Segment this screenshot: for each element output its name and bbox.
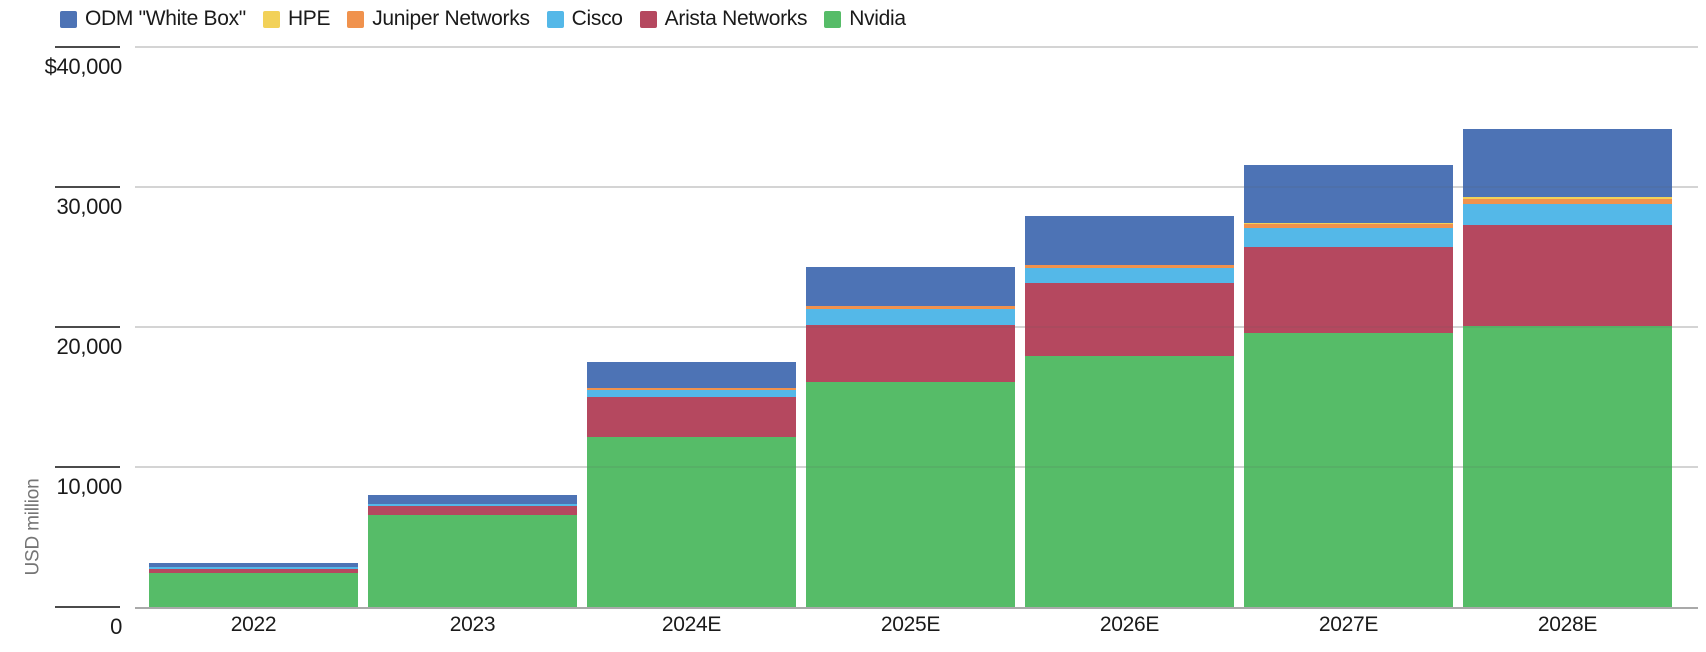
legend-swatch-icon (60, 10, 77, 28)
legend-label: Cisco (571, 7, 623, 30)
gridline-overlay (135, 46, 1698, 48)
bar-segment-nvidia (1463, 326, 1672, 607)
bar-segment-arista-networks (587, 397, 796, 438)
legend-label: Juniper Networks (372, 7, 530, 30)
bar-segment-odm-white-box (1463, 129, 1672, 198)
y-tick-label: $40,000 (44, 54, 123, 79)
bar-2027e (1244, 165, 1453, 607)
bar-segment-arista-networks (1463, 225, 1672, 327)
bar-segment-cisco (806, 309, 1015, 326)
legend-swatch-icon (347, 10, 365, 28)
bar-2028e (1463, 129, 1672, 607)
gridline (135, 186, 1698, 188)
bar-segment-cisco (1463, 204, 1672, 226)
y-tick-label: 0 (110, 614, 122, 639)
bar-segment-odm-white-box (1025, 215, 1234, 265)
y-tick (55, 465, 120, 468)
y-axis-title: USD million (22, 478, 44, 576)
bar-segment-odm-white-box (149, 563, 358, 567)
bar-segment-cisco (368, 504, 577, 507)
bar-segment-nvidia (1025, 355, 1234, 607)
bar-segment-arista-networks (806, 325, 1015, 383)
legend-swatch-icon (546, 10, 564, 28)
legend-item-cisco: Cisco (546, 7, 623, 31)
y-tick-label: 30,000 (56, 194, 123, 219)
legend-label: Nvidia (849, 7, 906, 30)
gridline-overlay (135, 466, 1698, 468)
bar-segment-arista-networks (1244, 247, 1453, 334)
bar-segment-nvidia (149, 573, 358, 607)
x-tick-label: 2024E (661, 613, 722, 636)
bar-segment-cisco (1025, 268, 1234, 284)
bar-segment-nvidia (1244, 333, 1453, 607)
bar-2025e (806, 266, 1015, 607)
bar-segment-nvidia (587, 437, 796, 607)
gridline (135, 46, 1698, 48)
bar-2023 (368, 494, 577, 607)
legend-item-juniper-networks: Juniper Networks (347, 7, 530, 31)
bar-segment-odm-white-box (368, 494, 577, 504)
bar-2022 (149, 563, 358, 607)
legend-label: ODM "White Box" (85, 7, 246, 30)
bar-segment-cisco (1244, 228, 1453, 248)
bar-segment-cisco (149, 567, 358, 569)
bar-segment-odm-white-box (1244, 165, 1453, 224)
legend-item-hpe: HPE (262, 7, 331, 31)
y-tick (55, 185, 120, 188)
x-tick-label: 2023 (449, 613, 496, 636)
bar-segment-hpe (1463, 197, 1672, 200)
y-tick-label: 10,000 (56, 474, 123, 499)
legend-swatch-icon (824, 10, 842, 28)
x-axis-baseline (135, 607, 1698, 609)
x-tick-label: 2025E (880, 613, 941, 636)
bar-segment-arista-networks (1025, 283, 1234, 356)
x-tick-label: 2026E (1099, 613, 1160, 636)
bar-segment-odm-white-box (587, 361, 796, 388)
legend-swatch-icon (262, 10, 280, 28)
y-tick-label: 20,000 (56, 334, 123, 359)
x-tick-label: 2022 (230, 613, 277, 636)
bar-segment-juniper-networks (806, 306, 1015, 310)
bar-segment-juniper-networks (1244, 223, 1453, 229)
bar-segment-odm-white-box (806, 266, 1015, 306)
legend-item-nvidia: Nvidia (824, 7, 906, 31)
bar-2026e (1025, 215, 1234, 607)
bar-2024e (587, 361, 796, 607)
gridline-overlay (135, 186, 1698, 188)
bar-segment-arista-networks (368, 506, 577, 516)
bar-segment-hpe (1244, 223, 1453, 224)
bar-segment-juniper-networks (587, 388, 796, 391)
legend-label: Arista Networks (664, 7, 808, 30)
y-tick (55, 605, 120, 608)
bar-segment-nvidia (806, 382, 1015, 607)
bar-segment-arista-networks (149, 568, 358, 574)
x-tick-label: 2027E (1318, 613, 1379, 636)
y-tick (55, 45, 120, 48)
x-tick-label: 2028E (1537, 613, 1598, 636)
bar-segment-juniper-networks (1025, 265, 1234, 269)
legend-item-odm-white-box: ODM "White Box" (60, 7, 246, 31)
gridline-overlay (135, 326, 1698, 328)
chart-legend: ODM "White Box" HPE Juniper Networks Cisco A… (60, 7, 906, 31)
legend-swatch-icon (639, 10, 657, 28)
legend-label: HPE (287, 7, 331, 30)
bar-segment-nvidia (368, 515, 577, 607)
bar-segment-juniper-networks (1463, 199, 1672, 205)
bar-segment-cisco (587, 390, 796, 398)
y-tick (55, 325, 120, 328)
legend-item-arista-networks: Arista Networks (639, 7, 808, 31)
